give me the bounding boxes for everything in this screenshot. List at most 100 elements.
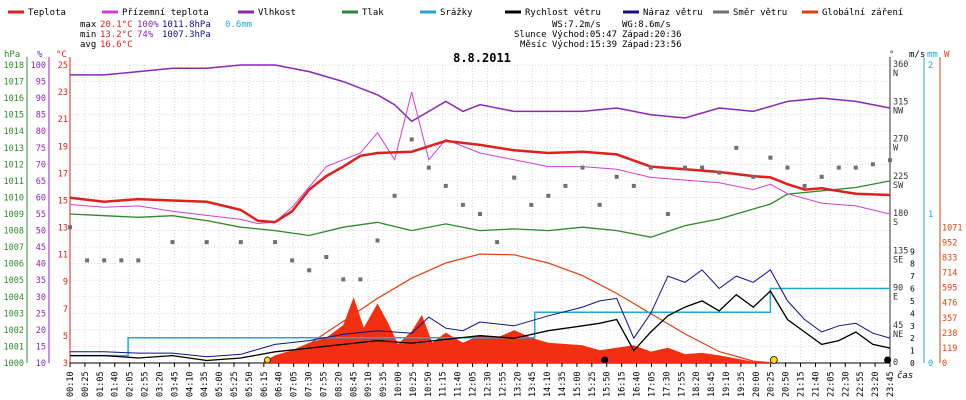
time-tick-label: 01:40: [111, 371, 121, 397]
wind-gust-line: [70, 269, 891, 358]
time-tick-label: 12:55: [498, 371, 508, 397]
temperature-axis-tick: 3: [63, 359, 68, 369]
time-tick-label: 20:25: [767, 371, 777, 397]
wind-direction-point: [273, 240, 277, 245]
sunrise-marker: [264, 356, 271, 364]
humidity-axis-tick: 15: [36, 342, 46, 352]
temperature-axis-tick: 17: [58, 169, 68, 179]
wind-direction-point: [136, 258, 141, 263]
time-tick-label: 19:35: [737, 371, 747, 397]
wind-direction-point: [238, 240, 243, 245]
wind-direction-point: [665, 212, 670, 216]
wind-direction-point: [785, 165, 790, 170]
hpa-axis-tick: 1008: [4, 227, 24, 237]
wind-direction-point: [700, 165, 705, 170]
wind-direction-point: [717, 170, 722, 175]
humidity-axis-tick: 90: [36, 94, 46, 104]
humidity-axis-unit: %: [37, 50, 43, 60]
wind-direction-point: [324, 255, 329, 259]
temperature-axis-tick: 13: [58, 224, 68, 234]
time-tick-label: 07:30: [305, 371, 315, 397]
wind-direction-label: SE: [893, 255, 903, 265]
time-tick-label: 14:35: [558, 371, 568, 397]
hpa-axis-tick: 1011: [4, 177, 24, 187]
wind-speed-tick: 6: [910, 285, 915, 294]
wind-gust-info: WG:8.6m/s: [622, 20, 671, 30]
hpa-axis-tick: 1013: [4, 144, 24, 154]
humidity-axis-tick: 65: [36, 177, 46, 187]
time-tick-label: 23:20: [871, 371, 881, 397]
wind-direction-tick: 180: [893, 209, 908, 219]
humidity-axis-tick: 30: [36, 293, 46, 303]
x-axis-label: čas: [897, 370, 913, 381]
wind-direction-point: [460, 202, 465, 207]
wind-speed-tick: 5: [910, 297, 915, 306]
wind-speed-tick: 2: [910, 334, 915, 343]
wind-direction-point: [512, 175, 517, 180]
legend-label: Srážky: [440, 8, 473, 18]
temperature-axis-tick: 9: [63, 278, 68, 288]
wind-direction-label: E: [893, 293, 898, 303]
wind-direction-point: [290, 258, 295, 263]
moon-label: Měsíc: [520, 40, 547, 50]
humidity-axis-tick: 50: [36, 227, 46, 237]
time-tick-label: 18:45: [707, 371, 717, 397]
wind-direction-point: [426, 165, 431, 170]
temperature-axis-tick: 11: [58, 251, 68, 261]
wind-speed-tick: 7: [910, 272, 915, 281]
time-tick-label: 08:45: [349, 371, 359, 397]
radiation-unit: W: [944, 50, 950, 60]
time-tick-label: 03:20: [155, 371, 165, 397]
time-tick-label: 21:40: [811, 371, 821, 397]
humidity-axis-tick: 80: [36, 127, 46, 137]
time-tick-label: 13:20: [513, 371, 523, 397]
wind-direction-tick: 0: [893, 358, 898, 368]
hpa-axis-tick: 1015: [4, 111, 24, 121]
humidity-axis-tick: 35: [36, 276, 46, 286]
hpa-axis-tick: 1004: [4, 293, 24, 303]
time-tick-label: 02:05: [126, 371, 136, 397]
time-tick-label: 03:45: [170, 371, 180, 397]
hpa-axis-tick: 1016: [4, 94, 24, 104]
wind-direction-point: [392, 193, 397, 198]
wind-direction-point: [734, 145, 739, 150]
time-tick-label: 15:00: [573, 371, 583, 397]
radiation-area: [70, 297, 890, 363]
wind-direction-tick: 90: [893, 284, 903, 294]
stat-value: 74%: [137, 30, 154, 40]
wind-direction-tick: 315: [893, 97, 908, 107]
time-tick-label: 06:40: [275, 371, 285, 397]
time-tick-label: 19:10: [722, 371, 732, 397]
time-tick-label: 08:20: [334, 371, 344, 397]
humidity-axis-tick: 40: [36, 260, 46, 270]
wind-direction-point: [409, 137, 414, 142]
radiation-tick: 238: [942, 329, 957, 339]
time-tick-label: 10:00: [394, 371, 404, 397]
hpa-axis-tick: 1002: [4, 326, 24, 336]
wind-speed-unit: m/s: [909, 50, 925, 60]
legend-label: Směr větru: [733, 8, 787, 18]
hpa-axis-tick: 1006: [4, 260, 24, 270]
time-tick-label: 22:30: [841, 371, 851, 397]
time-tick-label: 10:25: [409, 371, 419, 397]
wind-direction-point: [802, 183, 807, 188]
time-tick-label: 15:50: [603, 371, 613, 397]
wind-direction-label: N: [893, 69, 898, 79]
hpa-axis-tick: 1007: [4, 243, 24, 253]
legend: Teplota Přízemní teplota Vlhkost Tlak Srážky…: [8, 8, 903, 18]
plot-area: [68, 64, 892, 364]
humidity-axis-tick: 100: [31, 61, 46, 71]
time-tick-label: 09:35: [379, 371, 389, 397]
humidity-axis-tick: 85: [36, 111, 46, 121]
time-tick-label: 20:50: [782, 371, 792, 397]
time-tick-label: 17:05: [647, 371, 657, 397]
hpa-axis-tick: 1018: [4, 61, 24, 71]
legend-label: Vlhkost: [258, 8, 296, 18]
time-tick-label: 22:55: [856, 371, 866, 397]
legend-label: Náraz větru: [643, 8, 703, 18]
sunset-marker: [769, 356, 778, 364]
stat-value: 13.2°C: [100, 30, 133, 40]
wind-direction-point: [870, 162, 875, 167]
stat-value: 100%: [137, 20, 159, 30]
